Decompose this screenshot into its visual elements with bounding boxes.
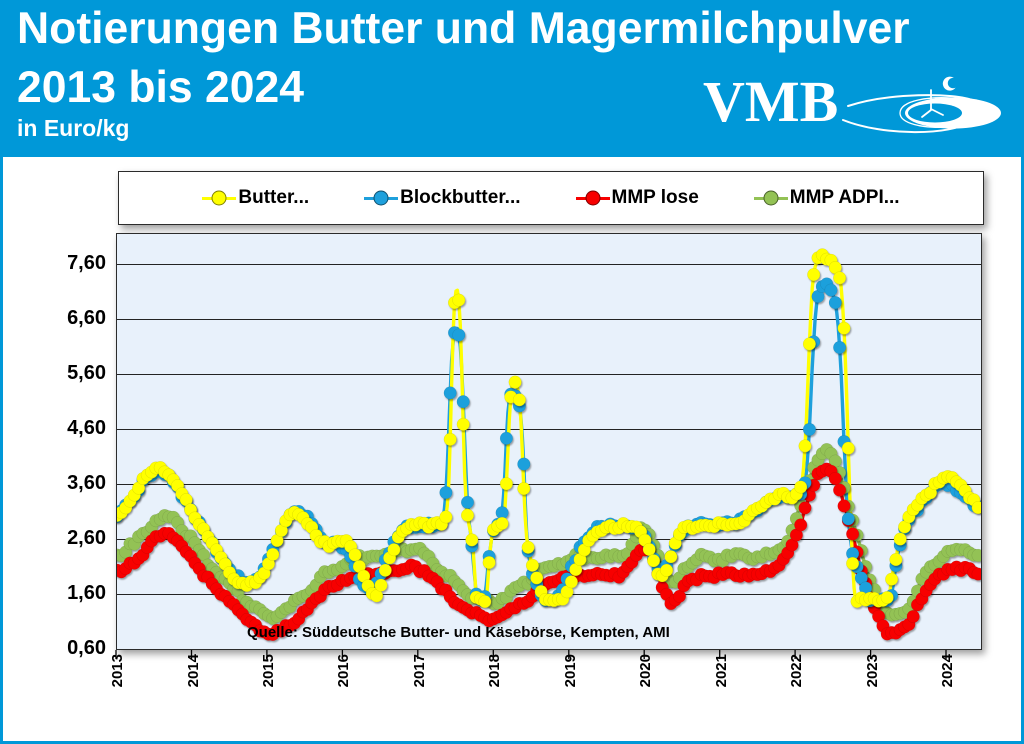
svg-text:VMB: VMB <box>703 69 838 134</box>
